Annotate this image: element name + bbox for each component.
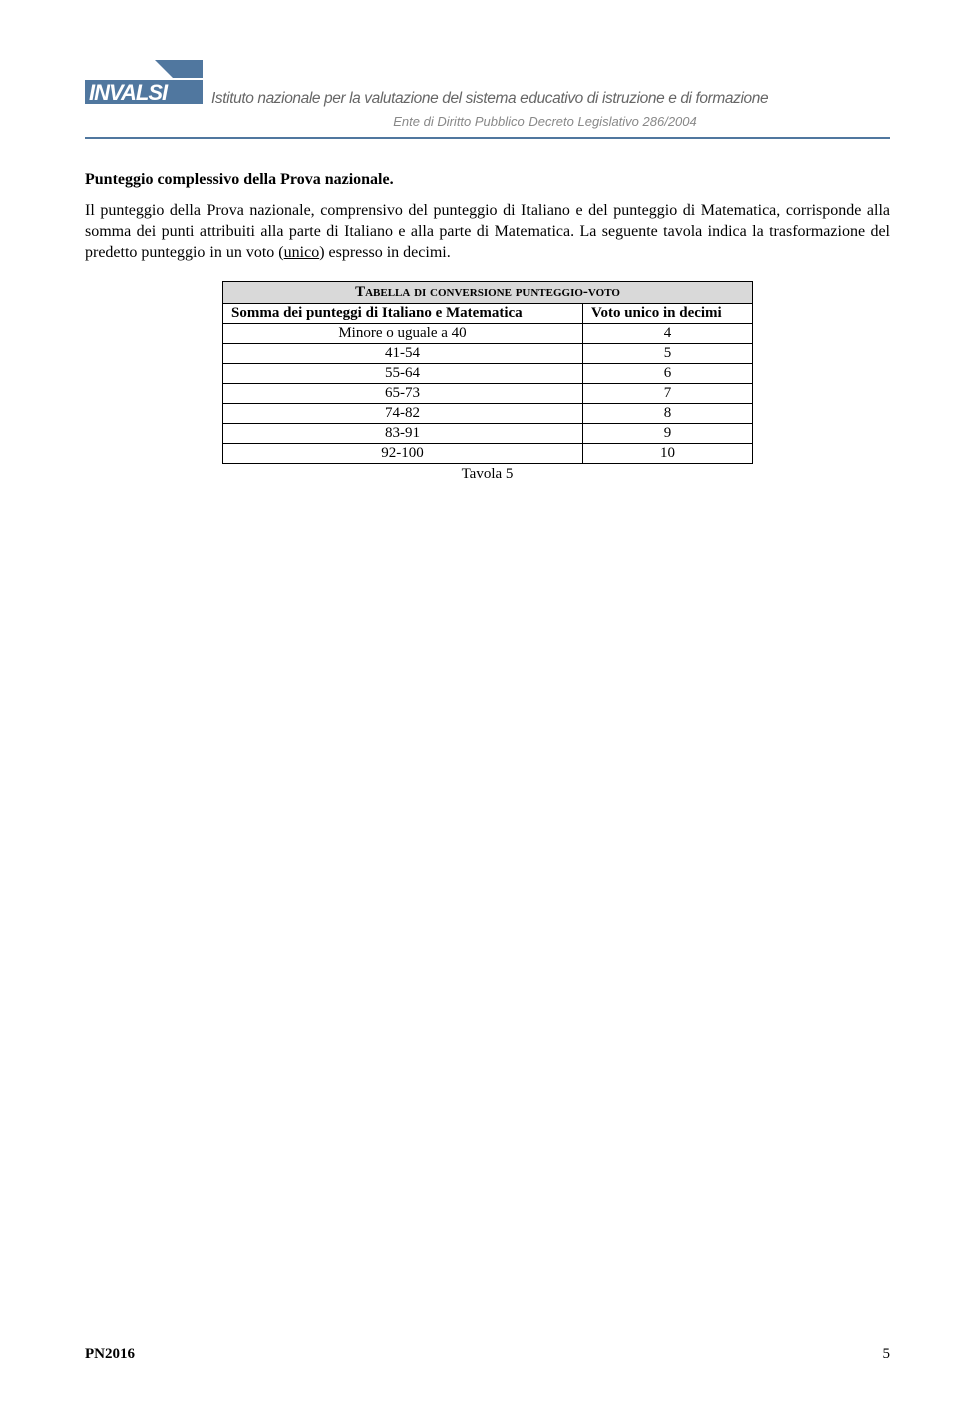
- body-paragraph: Il punteggio della Prova nazionale, comp…: [85, 201, 890, 263]
- table-row: 55-646: [223, 364, 753, 384]
- conversion-table: Tabella di conversione punteggio-voto So…: [222, 281, 753, 464]
- cell-voto: 6: [583, 364, 753, 384]
- table-row: 65-737: [223, 384, 753, 404]
- cell-range: Minore o uguale a 40: [223, 324, 583, 344]
- header-divider: [85, 137, 890, 139]
- invalsi-logo: INVALSI: [85, 60, 203, 109]
- table-row: 92-10010: [223, 444, 753, 464]
- table-col2-header: Voto unico in decimi: [583, 304, 753, 324]
- table-row: 41-545: [223, 344, 753, 364]
- cell-range: 55-64: [223, 364, 583, 384]
- cell-range: 92-100: [223, 444, 583, 464]
- cell-range: 74-82: [223, 404, 583, 424]
- cell-range: 83-91: [223, 424, 583, 444]
- section-title: Punteggio complessivo della Prova nazion…: [85, 171, 890, 189]
- cell-voto: 9: [583, 424, 753, 444]
- table-row: 83-919: [223, 424, 753, 444]
- institute-name: Istituto nazionale per la valutazione de…: [211, 90, 768, 108]
- cell-voto: 7: [583, 384, 753, 404]
- cell-voto: 8: [583, 404, 753, 424]
- letterhead: INVALSI Istituto nazionale per la valuta…: [85, 60, 890, 139]
- footer-page-number: 5: [883, 1346, 891, 1363]
- paragraph-part-1: Il punteggio della Prova nazionale, comp…: [85, 202, 890, 261]
- cell-voto: 5: [583, 344, 753, 364]
- cell-voto: 10: [583, 444, 753, 464]
- table-caption: Tavola 5: [85, 466, 890, 483]
- cell-range: 41-54: [223, 344, 583, 364]
- paragraph-unico: unico: [284, 244, 320, 261]
- svg-text:INVALSI: INVALSI: [89, 80, 169, 104]
- paragraph-part-2: ) espresso in decimi.: [319, 244, 451, 261]
- page-footer: PN2016 5: [85, 1346, 890, 1363]
- table-title: Tabella di conversione punteggio-voto: [223, 282, 753, 304]
- table-col1-header: Somma dei punteggi di Italiano e Matemat…: [223, 304, 583, 324]
- table-row: 74-828: [223, 404, 753, 424]
- institute-subtitle: Ente di Diritto Pubblico Decreto Legisla…: [200, 114, 890, 129]
- table-body: Minore o uguale a 40441-54555-64665-7377…: [223, 324, 753, 464]
- footer-doc-code: PN2016: [85, 1346, 135, 1363]
- cell-range: 65-73: [223, 384, 583, 404]
- table-row: Minore o uguale a 404: [223, 324, 753, 344]
- cell-voto: 4: [583, 324, 753, 344]
